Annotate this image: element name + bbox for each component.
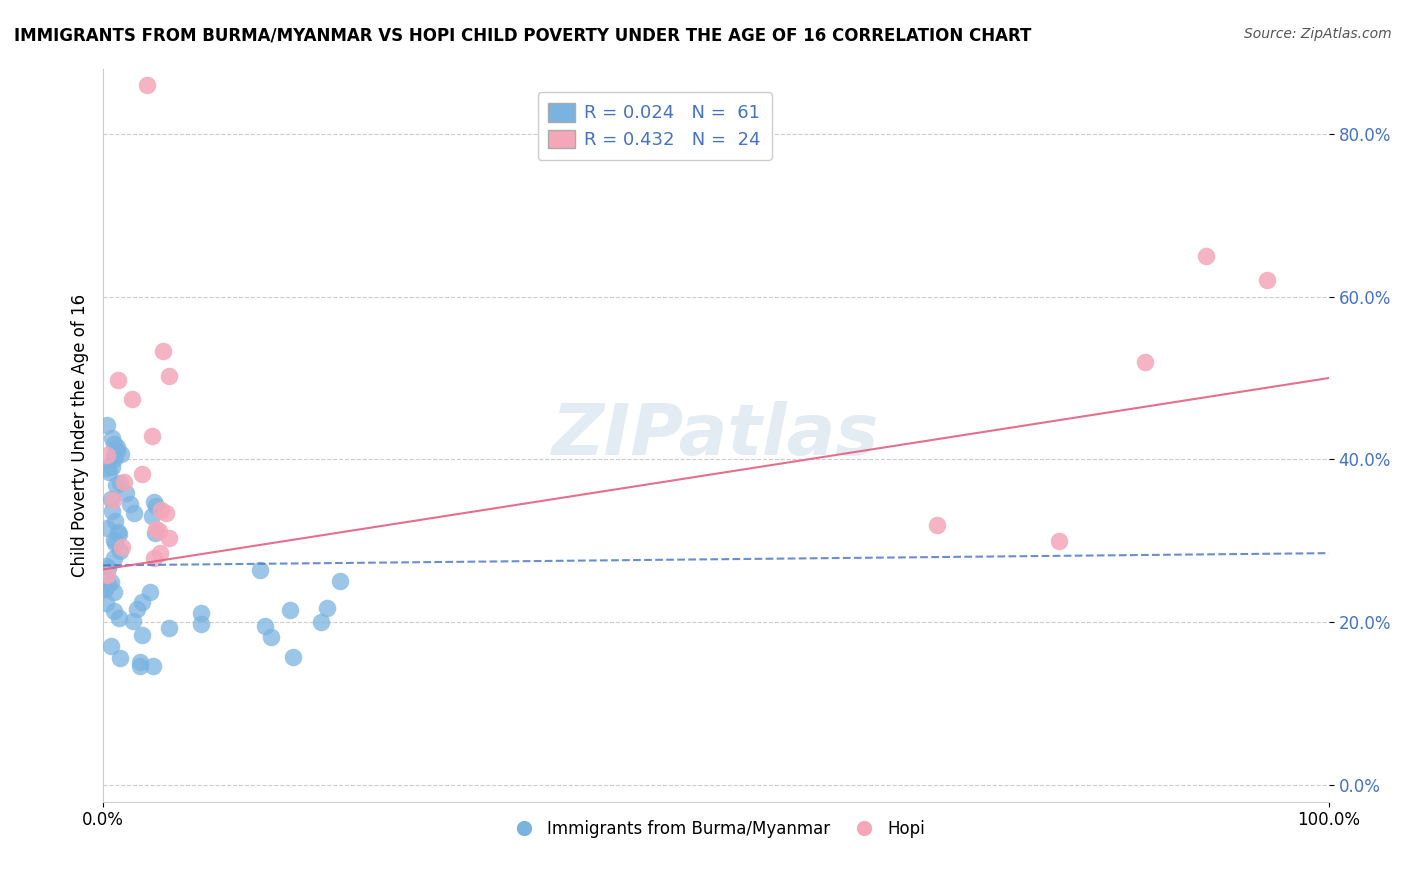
Point (96, 567, 118, 582)
Point (108, 650, 131, 665)
Point (141, 429, 163, 443)
Point (97, 560, 120, 574)
Point (93, 582, 115, 596)
Point (96, 461, 118, 475)
Point (143, 551, 166, 566)
Legend: Immigrants from Burma/Myanmar, Hopi: Immigrants from Burma/Myanmar, Hopi (501, 814, 931, 845)
Point (152, 343, 174, 358)
Point (101, 460, 124, 475)
Point (254, 619, 277, 633)
Text: Source: ZipAtlas.com: Source: ZipAtlas.com (1244, 27, 1392, 41)
Point (139, 585, 162, 599)
Point (97, 465, 120, 479)
Point (145, 522, 167, 536)
Point (316, 600, 339, 615)
Point (108, 544, 131, 558)
Point (122, 506, 145, 520)
Point (131, 595, 153, 609)
Point (103, 452, 125, 467)
Point (157, 368, 180, 383)
Point (145, 499, 167, 513)
Point (105, 478, 128, 492)
Point (121, 392, 143, 406)
Point (110, 476, 132, 491)
Point (103, 550, 125, 565)
Point (190, 606, 212, 620)
Point (96, 521, 118, 535)
Point (100, 491, 122, 506)
Text: IMMIGRANTS FROM BURMA/MYANMAR VS HOPI CHILD POVERTY UNDER THE AGE OF 16 CORRELAT: IMMIGRANTS FROM BURMA/MYANMAR VS HOPI CH… (14, 27, 1032, 45)
Y-axis label: Child Poverty Under the Age of 16: Child Poverty Under the Age of 16 (72, 293, 89, 576)
Point (103, 584, 125, 599)
Point (249, 563, 271, 577)
Point (112, 475, 135, 490)
Point (129, 655, 152, 669)
Point (129, 659, 152, 673)
Point (281, 650, 304, 665)
Point (1047, 533, 1070, 548)
Point (103, 533, 125, 548)
Point (111, 540, 134, 554)
Point (925, 517, 948, 532)
Point (155, 506, 177, 520)
Point (101, 493, 124, 508)
Point (96, 577, 118, 591)
Point (94, 559, 117, 574)
Point (103, 604, 125, 618)
Point (100, 639, 122, 653)
Point (157, 531, 180, 545)
Point (96, 418, 118, 433)
Point (107, 374, 129, 388)
Point (309, 615, 332, 630)
Point (107, 610, 129, 624)
Point (108, 527, 131, 541)
Point (329, 574, 352, 588)
Point (190, 617, 212, 632)
Point (110, 447, 132, 461)
Point (131, 628, 153, 642)
Point (260, 630, 283, 644)
Point (94, 582, 117, 596)
Point (278, 603, 301, 617)
Point (143, 495, 166, 509)
Point (131, 467, 153, 481)
Point (114, 485, 136, 500)
Point (103, 437, 125, 451)
Point (1256, 273, 1278, 287)
Point (101, 431, 124, 445)
Point (135, 78, 157, 92)
Point (105, 443, 128, 458)
Point (104, 535, 127, 549)
Point (120, 497, 142, 511)
Point (1195, 249, 1218, 263)
Point (107, 525, 129, 540)
Point (149, 502, 172, 516)
Point (96, 448, 118, 462)
Point (142, 659, 165, 673)
Point (141, 508, 163, 523)
Point (100, 504, 122, 518)
Point (100, 574, 122, 589)
Point (122, 614, 145, 628)
Point (1133, 355, 1156, 369)
Point (149, 546, 172, 560)
Point (148, 524, 170, 538)
Point (157, 621, 180, 635)
Point (96, 596, 118, 610)
Point (104, 514, 127, 528)
Point (103, 449, 125, 463)
Point (105, 440, 128, 454)
Point (127, 602, 149, 616)
Point (145, 525, 167, 540)
Text: ZIPatlas: ZIPatlas (553, 401, 880, 469)
